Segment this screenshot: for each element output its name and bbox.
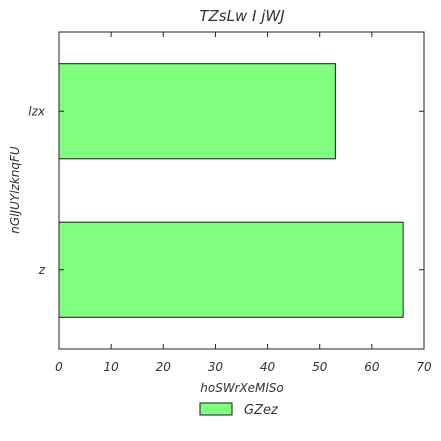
- x-tick-label: 50: [312, 360, 328, 374]
- x-axis-ticks: 0 10 20 30 40 50 60 70: [55, 32, 432, 374]
- legend: GZez: [199, 402, 279, 418]
- x-tick-label: 40: [260, 360, 276, 374]
- x-tick-label: 60: [364, 360, 380, 374]
- x-tick-label: 10: [104, 360, 120, 374]
- y-tick-label: lzx: [28, 104, 46, 118]
- x-tick-label: 30: [208, 360, 224, 374]
- bars-group: [58, 63, 404, 318]
- y-tick-label: z: [38, 263, 46, 277]
- plot-frame: [58, 31, 425, 350]
- legend-swatch: [199, 402, 233, 416]
- chart-title: TZsLw I jWJ: [199, 7, 284, 25]
- x-tick-label: 20: [156, 360, 172, 374]
- legend-label: GZez: [244, 403, 279, 418]
- y-axis-label: nGlJUYlzknqFU: [8, 146, 22, 234]
- x-axis-label: hoSWrXeMlSo: [200, 381, 283, 395]
- x-tick-label: 70: [416, 360, 432, 374]
- y-axis-ticks: lzx z: [28, 104, 424, 277]
- bar-z: [58, 221, 404, 318]
- x-tick-label: 0: [55, 360, 63, 374]
- bar-lzx: [58, 63, 336, 160]
